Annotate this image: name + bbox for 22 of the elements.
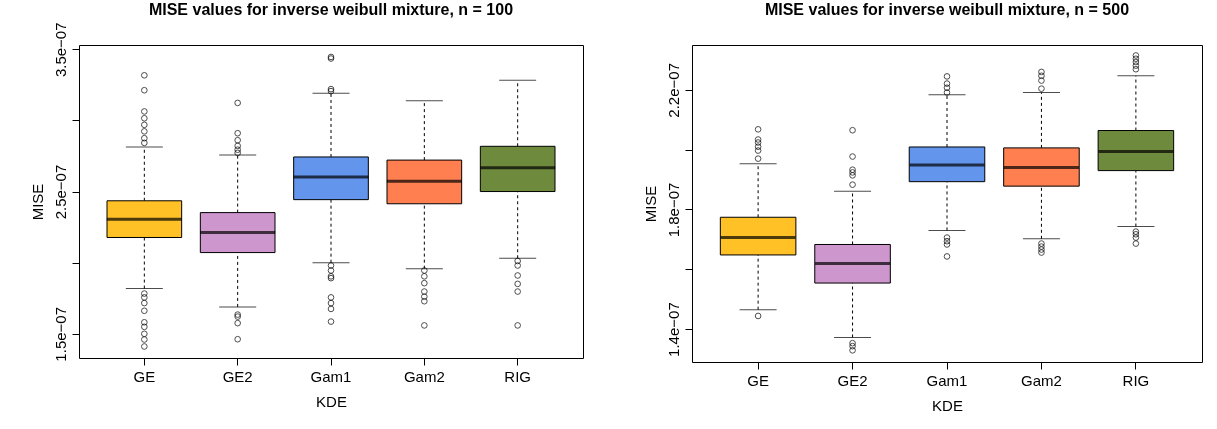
y-axis-title: MISE: [641, 185, 659, 223]
x-axis-title: KDE: [932, 396, 963, 414]
y-tick-label: 1.4e−07: [664, 302, 682, 357]
y-tick-label: 1.5e−07: [51, 306, 69, 362]
x-tick-label: RIG: [504, 367, 531, 385]
x-tick-label: GE2: [222, 367, 253, 385]
x-tick-label: GE2: [837, 371, 868, 389]
y-tick-label: 1.8e−07: [664, 182, 682, 238]
x-axis-title: KDE: [316, 392, 347, 410]
y-tick-label: 2.5e−07: [51, 164, 69, 220]
x-tick-label: RIG: [1122, 371, 1150, 389]
x-tick-label: GE: [747, 371, 769, 389]
chart-title: MISE values for inverse weibull mixture, n = 100: [147, 1, 515, 19]
x-tick-label: Gam2: [1021, 371, 1062, 389]
x-tick-label: Gam1: [926, 371, 968, 389]
y-axis-title: MISE: [28, 183, 46, 221]
chart-title: MISE values for inverse weibull mixture, n = 500: [763, 1, 1131, 19]
x-tick-label: Gam2: [403, 367, 445, 385]
y-tick-label: 3.5e−07: [51, 22, 69, 78]
x-tick-label: GE: [133, 367, 156, 385]
x-tick-label: Gam1: [310, 367, 352, 385]
y-tick-label: 2.2e−07: [664, 63, 682, 118]
